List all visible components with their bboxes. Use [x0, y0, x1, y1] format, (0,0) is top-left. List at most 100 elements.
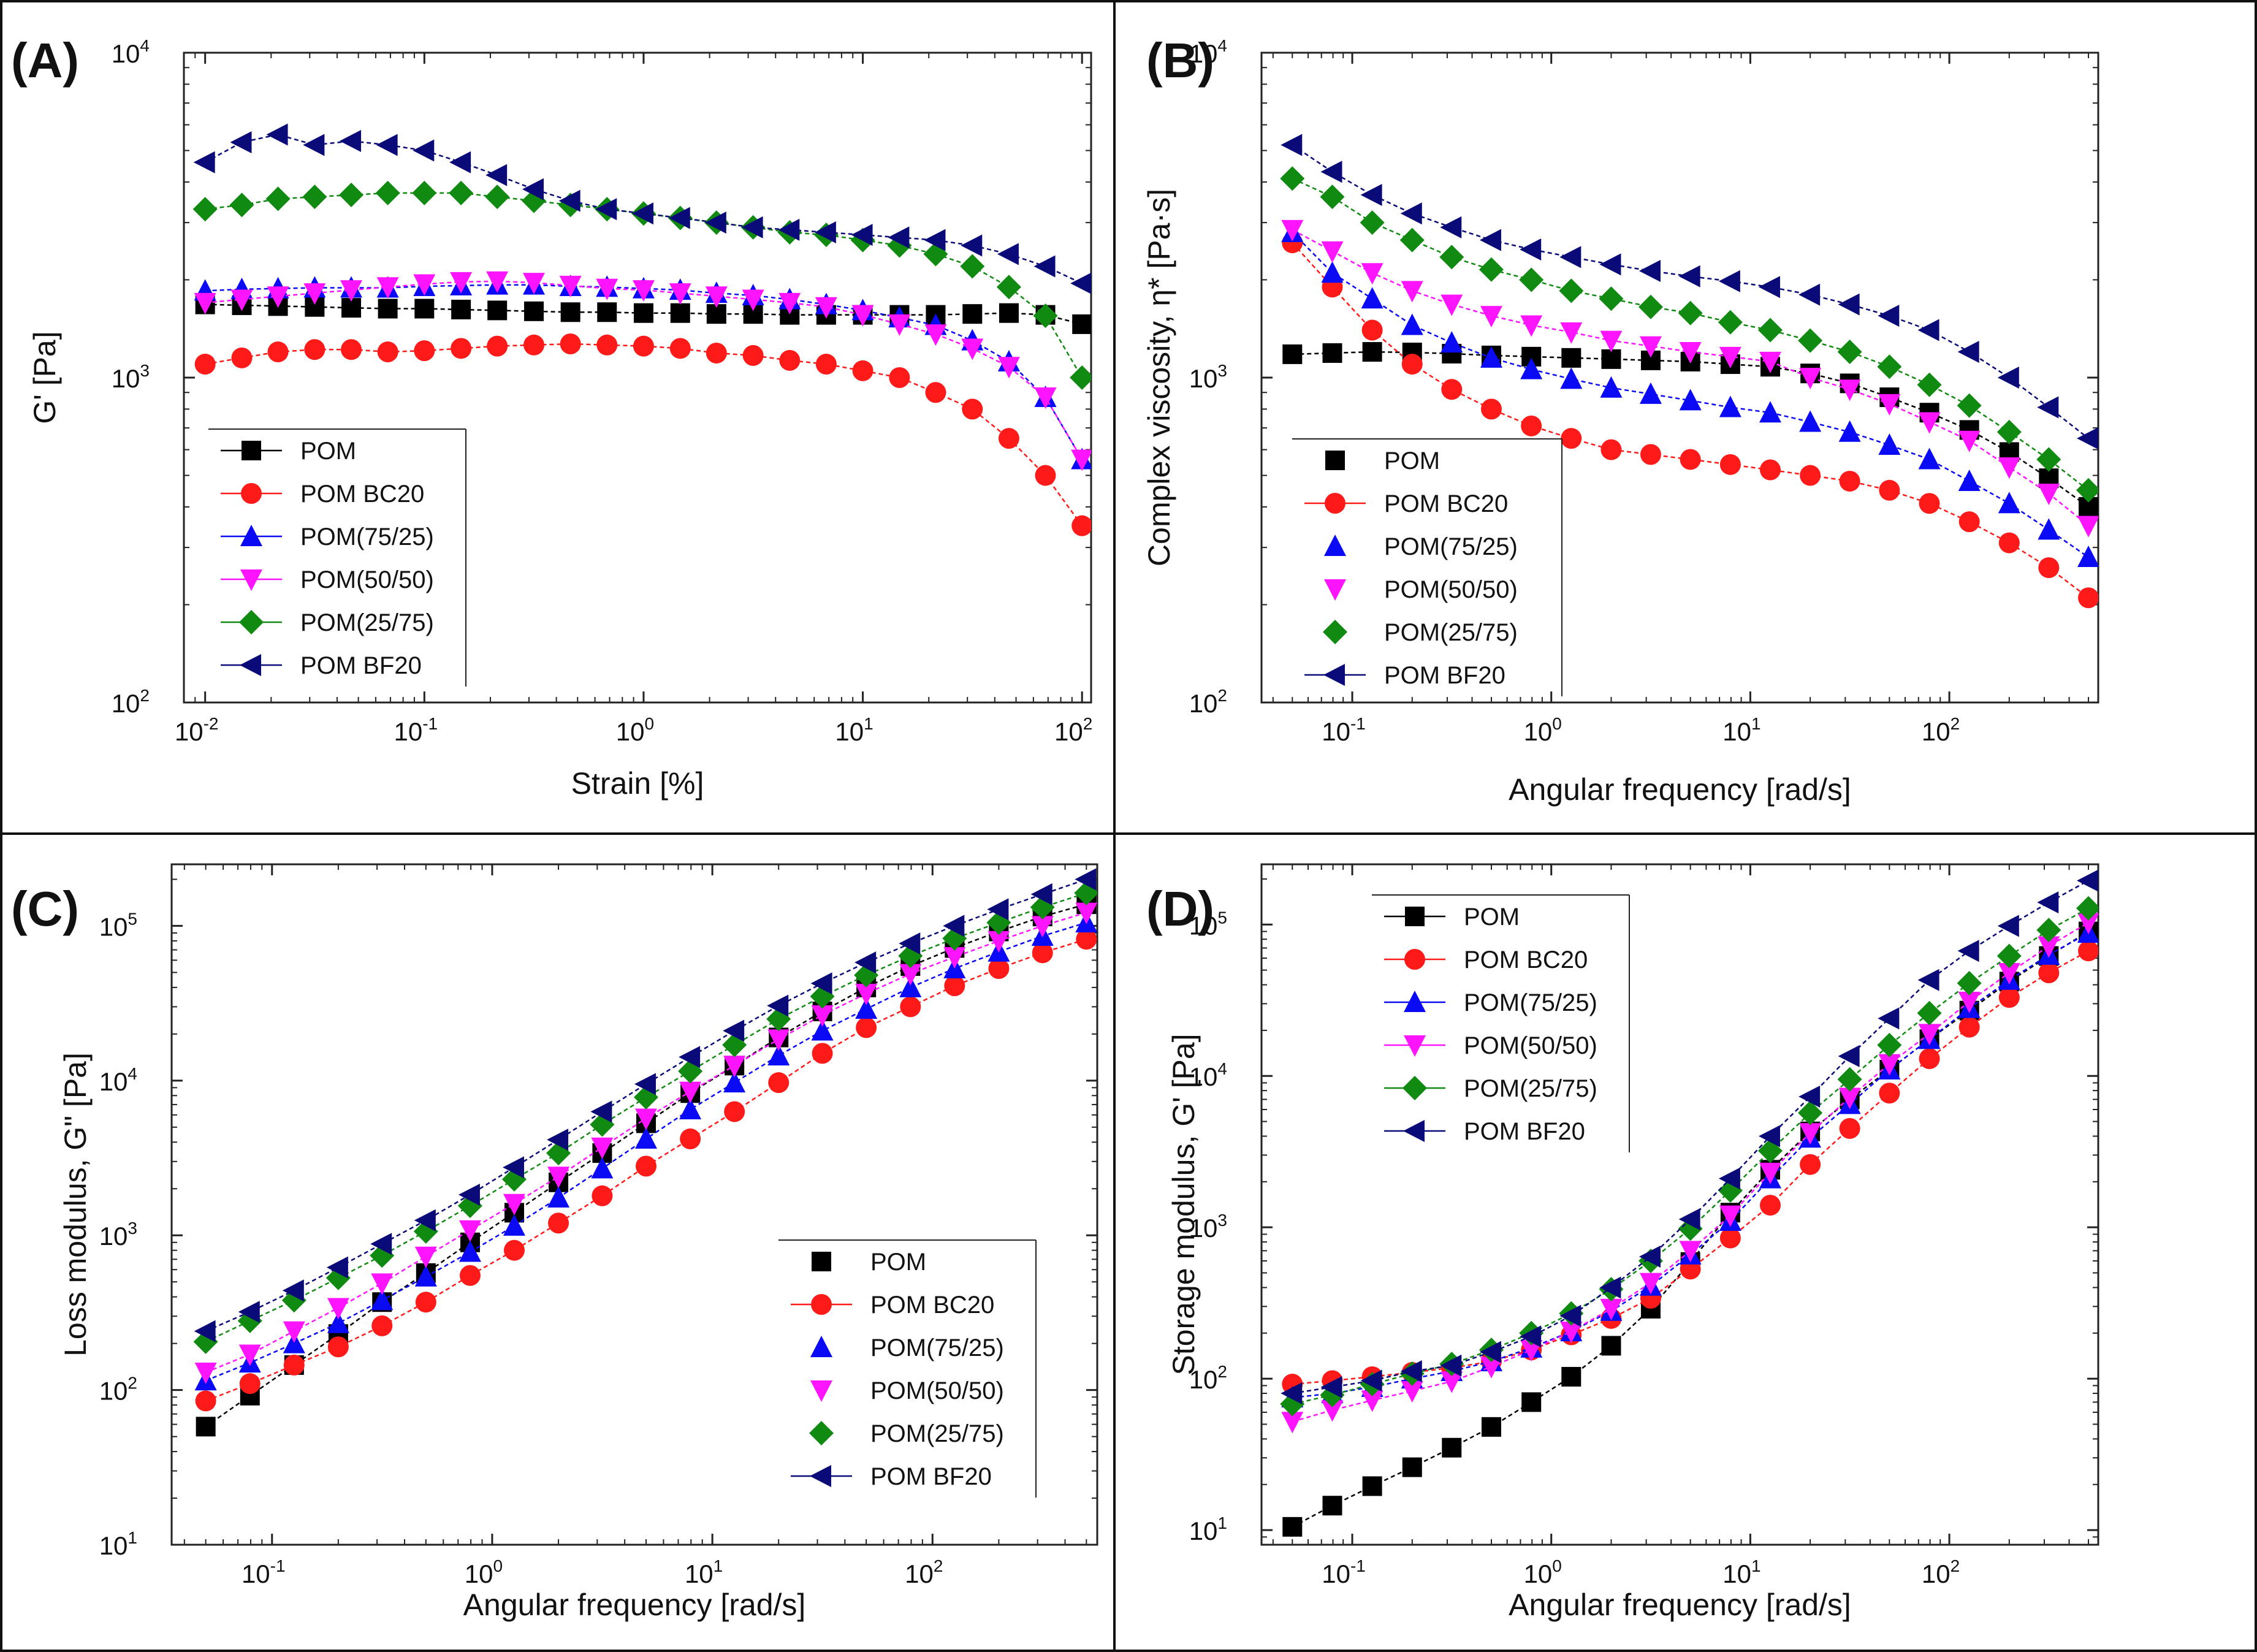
- legend-marker: [1403, 1076, 1427, 1100]
- data-point: [590, 1100, 612, 1123]
- data-point: [997, 357, 1020, 379]
- legend-marker: [241, 483, 262, 504]
- data-point: [1559, 246, 1581, 268]
- data-point: [2076, 478, 2098, 503]
- data-point: [1958, 1016, 1980, 1038]
- data-point: [1838, 379, 1861, 402]
- series-line: [1292, 144, 2089, 440]
- y-tick-exponent: 4: [1217, 1059, 1227, 1078]
- x-tick-label: 102: [1922, 714, 1960, 746]
- data-point: [1837, 340, 1862, 365]
- data-point: [1361, 287, 1384, 309]
- data-point: [559, 275, 582, 297]
- y-tick-base: 10: [99, 1531, 128, 1560]
- data-point: [1520, 238, 1542, 261]
- data-point: [413, 139, 435, 162]
- series-pom-bc20: [195, 929, 1097, 1412]
- series-pom-bf20: [1281, 869, 2098, 1405]
- data-point: [633, 335, 654, 357]
- data-point: [1838, 1087, 1861, 1110]
- y-tick-exponent: 5: [1217, 908, 1227, 927]
- data-point: [855, 997, 878, 1019]
- legend-marker: [1324, 579, 1346, 601]
- data-point: [1402, 1457, 1422, 1477]
- data-point: [1719, 454, 1741, 475]
- data-point: [1321, 241, 1344, 263]
- data-point: [1440, 1354, 1462, 1377]
- data-point: [1561, 1366, 1581, 1387]
- data-point: [1520, 1340, 1543, 1362]
- data-point: [1520, 357, 1543, 379]
- data-point: [485, 164, 508, 186]
- data-point: [523, 301, 544, 321]
- data-point: [1360, 1369, 1382, 1392]
- data-point: [266, 123, 288, 146]
- data-point: [1678, 300, 1703, 325]
- legend-label: POM(50/50): [870, 1377, 1004, 1404]
- legend-label: POM BF20: [1464, 1118, 1585, 1145]
- x-tick-exponent: 0: [644, 714, 654, 733]
- data-point: [856, 1017, 877, 1038]
- data-point: [779, 349, 801, 371]
- data-point: [812, 1043, 833, 1064]
- data-point: [238, 1344, 261, 1366]
- legend-label: POM BC20: [300, 481, 424, 508]
- data-point: [1639, 336, 1662, 358]
- y-tick-exponent: 3: [128, 1219, 137, 1238]
- data-point: [635, 1155, 657, 1177]
- data-point: [1480, 1357, 1502, 1379]
- data-point: [1719, 1205, 1741, 1227]
- data-point: [1560, 1322, 1583, 1344]
- data-point: [327, 1311, 349, 1333]
- data-point: [370, 1243, 395, 1268]
- data-point: [1996, 419, 2022, 444]
- data-point: [1600, 330, 1623, 352]
- data-point: [1439, 245, 1464, 270]
- series-line: [1292, 242, 2089, 599]
- data-point: [679, 1098, 702, 1120]
- data-point: [1918, 1024, 1941, 1046]
- y-tick-label: 101: [1189, 1513, 1227, 1545]
- data-point: [924, 229, 946, 251]
- data-point: [1799, 1123, 1822, 1145]
- data-point: [304, 339, 325, 360]
- plot-area-frame: [170, 863, 1098, 1546]
- data-point: [1071, 449, 1091, 471]
- data-point: [855, 983, 878, 1005]
- data-point: [2077, 546, 2098, 568]
- data-point: [371, 1273, 394, 1295]
- data-point: [1479, 257, 1504, 282]
- data-point: [633, 1085, 658, 1110]
- data-point: [1800, 465, 1821, 486]
- x-tick-exponent: 2: [1951, 1556, 1960, 1575]
- legend-label: POM BC20: [1464, 946, 1588, 973]
- data-point: [194, 292, 216, 314]
- data-point: [814, 221, 836, 244]
- data-point: [854, 951, 877, 974]
- data-point: [1322, 1496, 1342, 1516]
- data-point: [1561, 348, 1581, 368]
- data-point: [194, 354, 216, 375]
- data-point: [457, 1193, 482, 1219]
- x-tick-label: 10-1: [1322, 714, 1366, 746]
- data-point: [1719, 395, 1741, 417]
- y-tick-base: 10: [1189, 1214, 1218, 1243]
- legend: POM POM BC20 POM(75/25) POM(50/50) POM(25/75…: [1372, 894, 1630, 1152]
- y-tick-label: 104: [1189, 36, 1227, 68]
- data-point: [2038, 518, 2060, 540]
- y-tick-exponent: 2: [140, 686, 150, 705]
- data-point: [854, 962, 879, 988]
- data-point: [303, 134, 325, 156]
- legend-label: POM(50/50): [1464, 1032, 1597, 1059]
- data-point: [741, 216, 763, 238]
- y-tick-exponent: 4: [128, 1064, 137, 1083]
- data-point: [459, 1265, 481, 1286]
- data-point: [899, 964, 922, 986]
- series-pom-bc20: [1282, 232, 2098, 609]
- data-point: [1441, 331, 1463, 353]
- data-point: [1639, 1246, 1661, 1268]
- x-tick-label: 100: [1524, 714, 1562, 746]
- data-point: [1321, 261, 1344, 283]
- series-line: [1292, 931, 2089, 1528]
